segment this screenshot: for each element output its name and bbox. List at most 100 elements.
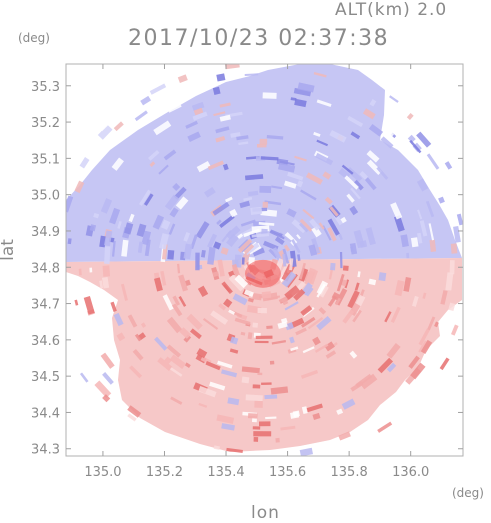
echo-speckle xyxy=(342,265,349,271)
echo-speckle xyxy=(386,343,401,359)
echo-region-north xyxy=(66,64,462,262)
echo-speckle xyxy=(140,95,152,106)
echo-speckle xyxy=(205,360,221,371)
echo-speckle xyxy=(185,120,198,129)
echo-speckle xyxy=(226,447,243,454)
echo-speckle xyxy=(394,280,405,297)
echo-speckle xyxy=(244,73,259,76)
echo-speckle xyxy=(166,316,183,334)
echo-speckle xyxy=(100,352,115,369)
echo-speckle xyxy=(113,312,124,327)
echo-speckle xyxy=(164,356,172,364)
echo-speckle xyxy=(139,189,151,206)
echo-speckle xyxy=(179,327,192,339)
echo-speckle xyxy=(280,317,288,324)
echo-speckle xyxy=(190,328,202,340)
echo-speckle xyxy=(200,249,206,258)
echo-speckle xyxy=(184,362,191,368)
echo-speckle xyxy=(104,230,113,247)
echo-speckle xyxy=(79,372,89,383)
altitude-label: ALT(km) 2.0 xyxy=(335,0,448,20)
echo-speckle xyxy=(212,86,221,95)
echo-speckle xyxy=(448,302,456,311)
echo-speckle xyxy=(403,276,412,292)
echo-speckle xyxy=(129,365,143,379)
echo-speckle xyxy=(223,298,233,308)
echo-speckle xyxy=(341,164,354,175)
echo-speckle xyxy=(350,131,361,140)
echo-speckle xyxy=(309,218,321,231)
echo-speckle xyxy=(102,394,111,403)
echo-speckle xyxy=(312,336,321,346)
echo-speckle xyxy=(297,82,315,93)
echo-speckle xyxy=(191,101,205,112)
echo-speckle xyxy=(67,238,72,245)
echo-speckle xyxy=(319,285,329,298)
echo-speckle xyxy=(349,242,358,255)
echo-speckle xyxy=(207,160,224,171)
echo-speckle xyxy=(239,200,251,209)
echo-speckle xyxy=(243,196,253,202)
echo-speckle xyxy=(327,295,337,307)
echo-speckle xyxy=(244,289,254,298)
echo-speckle xyxy=(144,239,151,257)
echo-speckle xyxy=(213,445,221,450)
echo-speckle xyxy=(344,175,359,190)
echo-speckle xyxy=(318,222,325,230)
echo-speckle xyxy=(360,373,378,390)
echo-speckle xyxy=(171,303,183,317)
echo-speckle xyxy=(252,322,259,328)
echo-speckle xyxy=(274,236,285,245)
echo-speckle xyxy=(350,381,364,392)
echo-speckle xyxy=(390,202,403,220)
echo-speckle xyxy=(312,412,321,420)
echo-speckle xyxy=(389,95,399,103)
echo-speckle xyxy=(329,129,347,143)
echo-speckle xyxy=(282,253,287,267)
echo-speckle xyxy=(213,241,222,250)
echo-speckle xyxy=(386,362,397,373)
echo-speckle xyxy=(410,362,426,380)
echo-speckle xyxy=(283,180,297,189)
echo-speckle xyxy=(215,126,230,134)
echo-speckle xyxy=(221,423,236,431)
echo-speckle xyxy=(257,307,267,314)
echo-speckle xyxy=(284,301,299,311)
lat-tick-label: 34.4 xyxy=(31,406,60,421)
echo-speckle xyxy=(111,157,124,171)
echo-speckle xyxy=(197,285,209,298)
echo-speckle xyxy=(408,355,420,369)
echo-speckle xyxy=(301,406,308,415)
echo-speckle xyxy=(256,143,267,148)
echo-speckle xyxy=(254,400,263,408)
echo-speckle xyxy=(89,267,93,273)
echo-speckle xyxy=(434,321,439,328)
echo-speckle xyxy=(450,243,458,254)
echo-speckle xyxy=(314,343,329,353)
echo-speckle xyxy=(327,226,337,242)
echo-speckle xyxy=(120,283,128,301)
echo-speckle xyxy=(219,114,231,122)
echo-speckle xyxy=(322,171,332,180)
echo-speckle xyxy=(241,257,245,265)
echo-speckle xyxy=(380,136,394,149)
echo-speckle xyxy=(316,139,329,147)
echo-speckle xyxy=(416,178,429,192)
echo-speckle xyxy=(212,201,230,216)
echo-speckle xyxy=(192,71,210,80)
echo-speckle xyxy=(419,220,428,237)
echo-speckle xyxy=(192,73,211,84)
echo-speckle xyxy=(260,156,279,161)
echo-speckle xyxy=(257,372,263,376)
echo-speckle xyxy=(141,230,152,246)
echo-speckle xyxy=(127,405,142,418)
echo-speckle xyxy=(261,382,272,385)
echo-speckle xyxy=(329,206,339,217)
echo-speckle xyxy=(410,237,419,248)
echo-speckle xyxy=(243,279,252,286)
x-axis-title: lon xyxy=(251,503,280,523)
echo-speckle xyxy=(258,421,271,427)
echo-speckle xyxy=(271,340,287,345)
echo-speckle xyxy=(289,258,294,271)
echo-speckle xyxy=(230,131,241,138)
